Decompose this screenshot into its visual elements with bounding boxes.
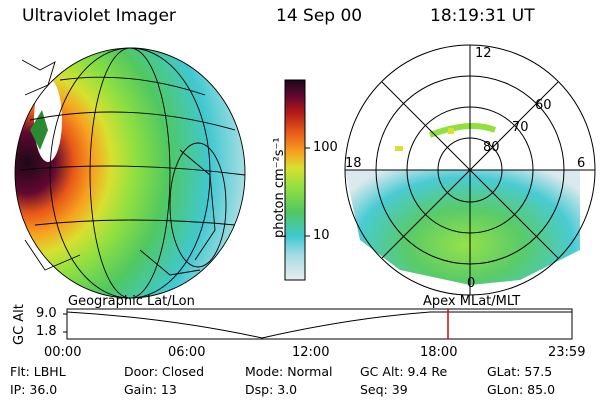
info-glat: GLat: 57.5 xyxy=(487,364,553,379)
x-tick-0600: 06:00 xyxy=(168,345,206,360)
info-mode: Mode: Normal xyxy=(245,364,333,379)
y-tick-low: 1.8 xyxy=(36,324,57,339)
mlt-label-12: 12 xyxy=(475,46,492,61)
lat-label-60: 60 xyxy=(535,98,552,113)
geo-grid xyxy=(14,47,246,299)
lat-label-70: 70 xyxy=(512,120,529,135)
geo-caption: Geographic Lat/Lon xyxy=(68,294,195,309)
y-tick-high: 9.0 xyxy=(36,306,57,321)
colorbar-label: photon cm⁻²s⁻¹ xyxy=(272,137,287,238)
x-tick-2359: 23:59 xyxy=(548,345,586,360)
polar-caption: Apex MLat/MLT xyxy=(423,294,521,309)
info-ip: IP: 36.0 xyxy=(10,382,58,397)
info-gc-alt: GC Alt: 9.4 Re xyxy=(360,364,448,379)
polar-grid xyxy=(344,44,596,296)
timeline-frame xyxy=(66,308,573,340)
altitude-curve xyxy=(66,311,572,339)
x-tick-1800: 18:00 xyxy=(420,345,458,360)
time: 18:19:31 UT xyxy=(430,6,535,26)
x-tick-0000: 00:00 xyxy=(44,345,82,360)
colorbar-tick-100: 100 xyxy=(313,140,338,155)
info-door: Door: Closed xyxy=(124,364,205,379)
info-glon: GLon: 85.0 xyxy=(487,382,556,397)
info-flt: Flt: LBHL xyxy=(10,364,66,379)
info-seq: Seq: 39 xyxy=(360,382,408,397)
timeline-axis-label: GC Alt xyxy=(12,304,27,345)
colorbar xyxy=(284,79,306,281)
date: 14 Sep 00 xyxy=(276,6,363,26)
lat-label-80: 80 xyxy=(483,140,500,155)
mlt-label-6: 6 xyxy=(577,156,586,171)
mlt-label-0: 0 xyxy=(467,276,476,291)
info-gain: Gain: 13 xyxy=(124,382,177,397)
mlt-label-18: 18 xyxy=(345,156,362,171)
polar-image xyxy=(345,123,580,285)
title: Ultraviolet Imager xyxy=(22,6,176,26)
colorbar-tick-10: 10 xyxy=(313,228,330,243)
info-dsp: Dsp: 3.0 xyxy=(245,382,298,397)
x-tick-1200: 12:00 xyxy=(292,345,330,360)
